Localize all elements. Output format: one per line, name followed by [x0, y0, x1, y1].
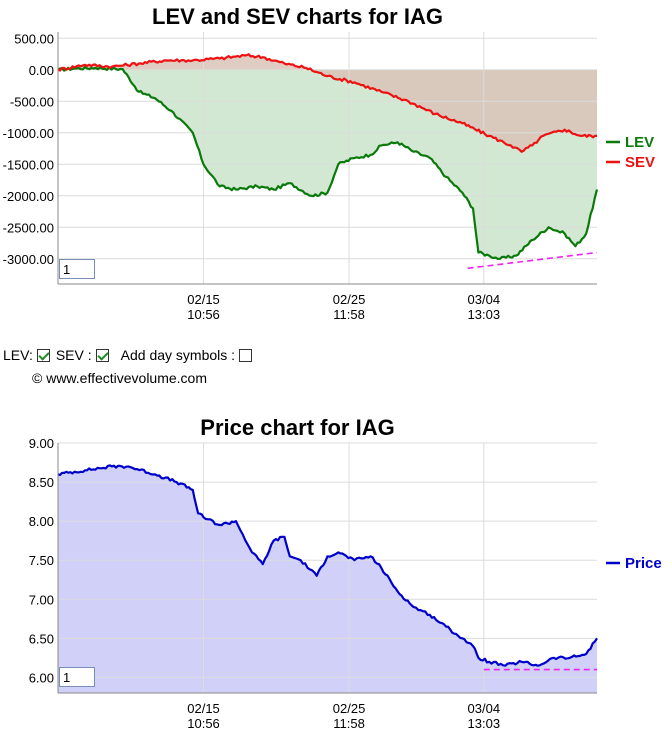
- zoom-input-price[interactable]: 1: [59, 667, 95, 687]
- x-tick-date: 02/15: [187, 701, 220, 716]
- y-tick-label: 500.00: [14, 31, 54, 46]
- y-tick-label: 0.00: [29, 63, 54, 78]
- lev-checkbox[interactable]: [36, 348, 50, 362]
- sev-label: SEV :: [55, 347, 92, 363]
- y-tick-label: 8.50: [29, 475, 54, 490]
- x-tick-date: 03/04: [468, 292, 501, 307]
- day-symbols-label: Add day symbols :: [120, 347, 236, 363]
- x-tick-time: 10:56: [187, 307, 220, 322]
- x-tick-time: 13:03: [468, 307, 501, 322]
- x-tick-time: 11:58: [333, 307, 365, 322]
- y-tick-label: -3000.00: [3, 252, 54, 267]
- x-tick-date: 02/25: [333, 292, 366, 307]
- zoom-input-lev-sev[interactable]: 1: [59, 259, 95, 279]
- series-line-lev: [57, 65, 599, 260]
- day-symbols-checkbox[interactable]: [239, 348, 253, 362]
- x-tick-time: 13:03: [468, 716, 501, 729]
- x-tick-time: 10:56: [187, 716, 220, 729]
- legend-label-price: Price: [625, 555, 662, 572]
- y-tick-label: 6.50: [29, 631, 54, 646]
- y-tick-label: 7.50: [29, 553, 54, 568]
- y-tick-label: -1500.00: [3, 157, 54, 172]
- y-tick-label: 8.00: [29, 514, 54, 529]
- legend-label-sev: SEV: [625, 154, 655, 171]
- series-fill-price: [58, 465, 597, 693]
- series-fill-sev: [58, 54, 597, 152]
- series-controls: LEV: SEV : Add day symbols :: [3, 345, 258, 365]
- y-tick-label: 7.00: [29, 592, 54, 607]
- y-tick-label: -2500.00: [3, 220, 54, 235]
- chart-title: LEV and SEV charts for IAG: [152, 4, 443, 29]
- price-chart: Price chart for IAG 9.00 8.50 8.00 7.50 7.00 6…: [29, 415, 662, 729]
- x-tick-date: 02/25: [333, 701, 366, 716]
- x-tick-time: 11:58: [333, 716, 365, 729]
- series-line-price: [57, 464, 598, 667]
- series-line-trend: [467, 251, 598, 270]
- copyright: © www.effectivevolume.com: [32, 370, 208, 386]
- x-tick-date: 03/04: [468, 701, 501, 716]
- y-tick-label: 9.00: [29, 436, 54, 451]
- lev-sev-chart: LEV and SEV charts for IAG 500.00 0.00 -500…: [3, 4, 655, 322]
- y-tick-label: -1000.00: [3, 126, 54, 141]
- series-line-sev: [57, 53, 597, 153]
- y-tick-label: -500.00: [10, 94, 54, 109]
- lev-label: LEV:: [3, 347, 33, 363]
- y-tick-label: -2000.00: [3, 189, 54, 204]
- x-tick-date: 02/15: [187, 292, 220, 307]
- sev-checkbox[interactable]: [95, 348, 109, 362]
- y-tick-label: 6.00: [29, 670, 54, 685]
- legend-label-lev: LEV: [625, 134, 654, 151]
- chart-title: Price chart for IAG: [200, 415, 394, 440]
